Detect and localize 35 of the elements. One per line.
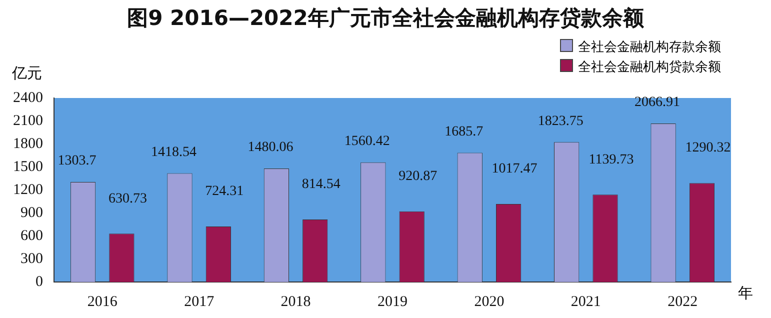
data-label: 920.87 [398, 169, 438, 184]
y-tick-label: 1200 [13, 182, 43, 198]
x-tick-label: 2018 [280, 294, 311, 310]
x-tick-label: 2016 [87, 294, 118, 310]
y-tick-label: 1500 [13, 158, 43, 175]
x-tick-label: 2019 [378, 294, 408, 310]
chart-title: 图9 2016—2022年广元市全社会金融机构存贷款余额 [126, 5, 645, 32]
data-label: 724.31 [205, 184, 244, 200]
data-label: 1290.32 [685, 140, 731, 156]
y-axis-title: 亿元 [12, 64, 42, 83]
legend-label: 全社会金融机构存款余额 [577, 39, 721, 57]
data-label: 1017.47 [492, 162, 538, 177]
data-label: 1418.54 [150, 144, 196, 160]
x-tick-label: 2020 [474, 294, 504, 310]
x-axis-title: 年 [738, 284, 753, 303]
y-tick-label: 0 [36, 274, 43, 290]
data-label: 1303.7 [58, 154, 96, 169]
data-label: 814.54 [302, 177, 340, 192]
x-tick-label: 2022 [668, 294, 698, 310]
y-tick-label: 900 [20, 204, 43, 221]
y-tick-label: 1800 [13, 136, 43, 152]
x-tick-label: 2021 [570, 294, 601, 310]
data-label: 2066.91 [634, 95, 680, 110]
data-label: 1823.75 [538, 114, 584, 129]
x-tick-label: 2017 [184, 294, 215, 310]
y-tick-label: 2400 [13, 90, 43, 106]
y-tick-label: 600 [20, 228, 43, 244]
data-label: 1560.42 [344, 134, 390, 150]
y-tick-label: 2100 [13, 112, 43, 129]
data-label: 630.73 [108, 191, 147, 206]
data-label: 1685.7 [444, 124, 484, 140]
y-tick-label: 300 [20, 250, 43, 267]
data-label: 1139.73 [588, 152, 634, 168]
data-label: 1480.06 [248, 140, 294, 156]
legend-label: 全社会金融机构贷款余额 [577, 59, 721, 77]
